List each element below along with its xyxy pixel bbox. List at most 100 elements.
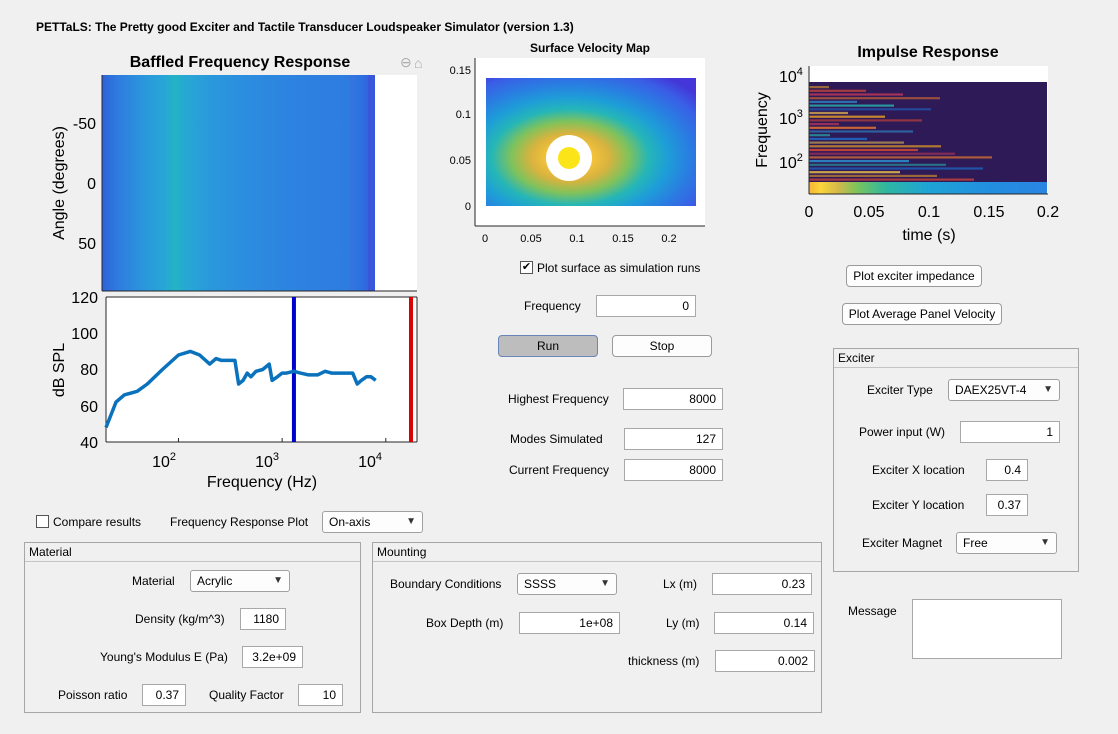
impulse-streak xyxy=(809,115,885,118)
impulse-plot-title: Impulse Response xyxy=(857,44,998,61)
spl-ytick: 80 xyxy=(80,362,98,379)
frequency-response-plot-label: Frequency Response Plot xyxy=(170,515,309,529)
chevron-down-icon: ▼ xyxy=(406,516,416,527)
spl-plot[interactable] xyxy=(104,296,418,443)
exciter-x-field[interactable]: 0.4 xyxy=(986,459,1028,481)
poisson-ratio-field[interactable]: 0.37 xyxy=(142,684,186,706)
impulse-streak xyxy=(809,126,876,129)
impulse-ytick: 103 xyxy=(779,108,803,128)
spl-ytick: 100 xyxy=(71,326,98,343)
plot-average-panel-velocity-button[interactable]: Plot Average Panel Velocity xyxy=(842,303,1002,325)
baffled-plot-title: Baffled Frequency Response xyxy=(130,54,351,71)
velocity-xtick: 0.2 xyxy=(661,233,676,245)
impulse-streak xyxy=(809,145,941,148)
ly-field[interactable]: 0.14 xyxy=(714,612,814,634)
thickness-field[interactable]: 0.002 xyxy=(715,650,815,672)
impulse-streak xyxy=(809,108,931,111)
material-value: Acrylic xyxy=(197,574,233,588)
impulse-streak xyxy=(809,141,904,144)
velocity-heatmap xyxy=(486,78,696,206)
power-input-label: Power input (W) xyxy=(859,425,946,439)
exciter-type-label: Exciter Type xyxy=(867,383,933,397)
exciter-y-field[interactable]: 0.37 xyxy=(986,494,1028,516)
frequency-field[interactable]: 0 xyxy=(596,295,696,317)
baffled-heatmap xyxy=(102,75,375,291)
velocity-plot-title: Surface Velocity Map xyxy=(530,41,650,55)
baffled-ytick: 50 xyxy=(78,236,96,253)
modes-simulated-label: Modes Simulated xyxy=(510,432,603,446)
impulse-xtick: 0.1 xyxy=(918,204,940,221)
lx-field[interactable]: 0.23 xyxy=(712,573,812,595)
exciter-magnet-dropdown[interactable]: Free ▼ xyxy=(956,532,1057,554)
boundary-conditions-value: SSSS xyxy=(524,577,557,591)
highest-frequency-field[interactable]: 8000 xyxy=(623,388,723,410)
youngs-modulus-label: Young's Modulus E (Pa) xyxy=(100,650,228,664)
spl-ytick: 60 xyxy=(80,399,98,416)
exciter-type-value: DAEX25VT-4 xyxy=(955,383,1027,397)
spl-series-line xyxy=(104,349,377,429)
exciter-x-label: Exciter X location xyxy=(872,463,965,477)
compare-results-checkbox[interactable] xyxy=(36,515,49,528)
frequency-response-plot-value: On-axis xyxy=(329,515,371,529)
velocity-xtick: 0.15 xyxy=(612,233,633,245)
exciter-type-dropdown[interactable]: DAEX25VT-4 ▼ xyxy=(948,379,1060,401)
plot-surface-checkbox[interactable]: ✔ xyxy=(520,261,533,274)
material-panel: Material xyxy=(24,542,361,713)
impulse-streak xyxy=(809,178,974,181)
zoom-out-icon[interactable]: ⊖ xyxy=(400,54,412,70)
impulse-streak xyxy=(809,119,922,122)
frequency-response-plot-dropdown[interactable]: On-axis ▼ xyxy=(322,511,423,533)
impulse-streak xyxy=(809,100,857,103)
impulse-streak xyxy=(809,111,848,115)
message-box[interactable] xyxy=(912,599,1062,659)
mounting-panel: Mounting xyxy=(372,542,822,713)
modes-simulated-field[interactable]: 127 xyxy=(624,428,723,450)
home-icon[interactable]: ⌂ xyxy=(414,55,422,71)
lx-label: Lx (m) xyxy=(663,577,697,591)
impulse-ylabel: Frequency xyxy=(754,92,771,168)
impulse-streak xyxy=(809,89,866,92)
plot-exciter-impedance-button[interactable]: Plot exciter impedance xyxy=(846,265,982,287)
youngs-modulus-field[interactable]: 3.2e+09 xyxy=(242,646,303,668)
spl-ytick: 40 xyxy=(80,435,98,452)
baffled-ytick: 0 xyxy=(87,176,96,193)
plot-surface-label: Plot surface as simulation runs xyxy=(537,261,701,275)
spl-xtick: 102 xyxy=(152,451,176,471)
velocity-ytick: 0 xyxy=(465,201,471,213)
impulse-ytick: 102 xyxy=(779,152,803,172)
exciter-panel-title: Exciter xyxy=(834,349,1078,368)
exciter-panel: Exciter xyxy=(833,348,1079,572)
impulse-streak xyxy=(809,123,839,126)
impulse-streak xyxy=(809,134,830,137)
velocity-xtick: 0.1 xyxy=(569,233,584,245)
impulse-xlabel: time (s) xyxy=(902,227,955,244)
thickness-label: thickness (m) xyxy=(628,654,700,668)
material-dropdown[interactable]: Acrylic ▼ xyxy=(190,570,290,592)
impulse-streak xyxy=(809,104,894,107)
exciter-magnet-label: Exciter Magnet xyxy=(862,536,943,550)
velocity-xtick: 0 xyxy=(482,233,488,245)
impulse-streak xyxy=(809,97,940,100)
impulse-streak xyxy=(809,163,946,166)
chevron-down-icon: ▼ xyxy=(600,578,610,589)
run-button[interactable]: Run xyxy=(498,335,598,357)
stop-button[interactable]: Stop xyxy=(612,335,712,357)
frequency-label: Frequency xyxy=(524,299,581,313)
impulse-xtick: 0.2 xyxy=(1037,204,1059,221)
boundary-conditions-dropdown[interactable]: SSSS ▼ xyxy=(517,573,617,595)
mounting-panel-title: Mounting xyxy=(373,543,821,562)
quality-factor-label: Quality Factor xyxy=(209,688,284,702)
box-depth-field[interactable]: 1e+08 xyxy=(519,612,620,634)
impulse-streak xyxy=(809,86,829,89)
density-label: Density (kg/m^3) xyxy=(135,612,225,626)
baffled-frequency-response-figure: Baffled Frequency Response ⊖ ⌂ Angle (de… xyxy=(51,54,422,491)
impulse-xtick: 0.15 xyxy=(973,204,1004,221)
density-field[interactable]: 1180 xyxy=(240,608,286,630)
poisson-ratio-label: Poisson ratio xyxy=(58,688,128,702)
quality-factor-field[interactable]: 10 xyxy=(298,684,343,706)
current-frequency-field[interactable]: 8000 xyxy=(624,459,723,481)
exciter-y-label: Exciter Y location xyxy=(872,498,965,512)
exciter-magnet-value: Free xyxy=(963,536,988,550)
power-input-field[interactable]: 1 xyxy=(960,421,1060,443)
ly-label: Ly (m) xyxy=(666,616,700,630)
